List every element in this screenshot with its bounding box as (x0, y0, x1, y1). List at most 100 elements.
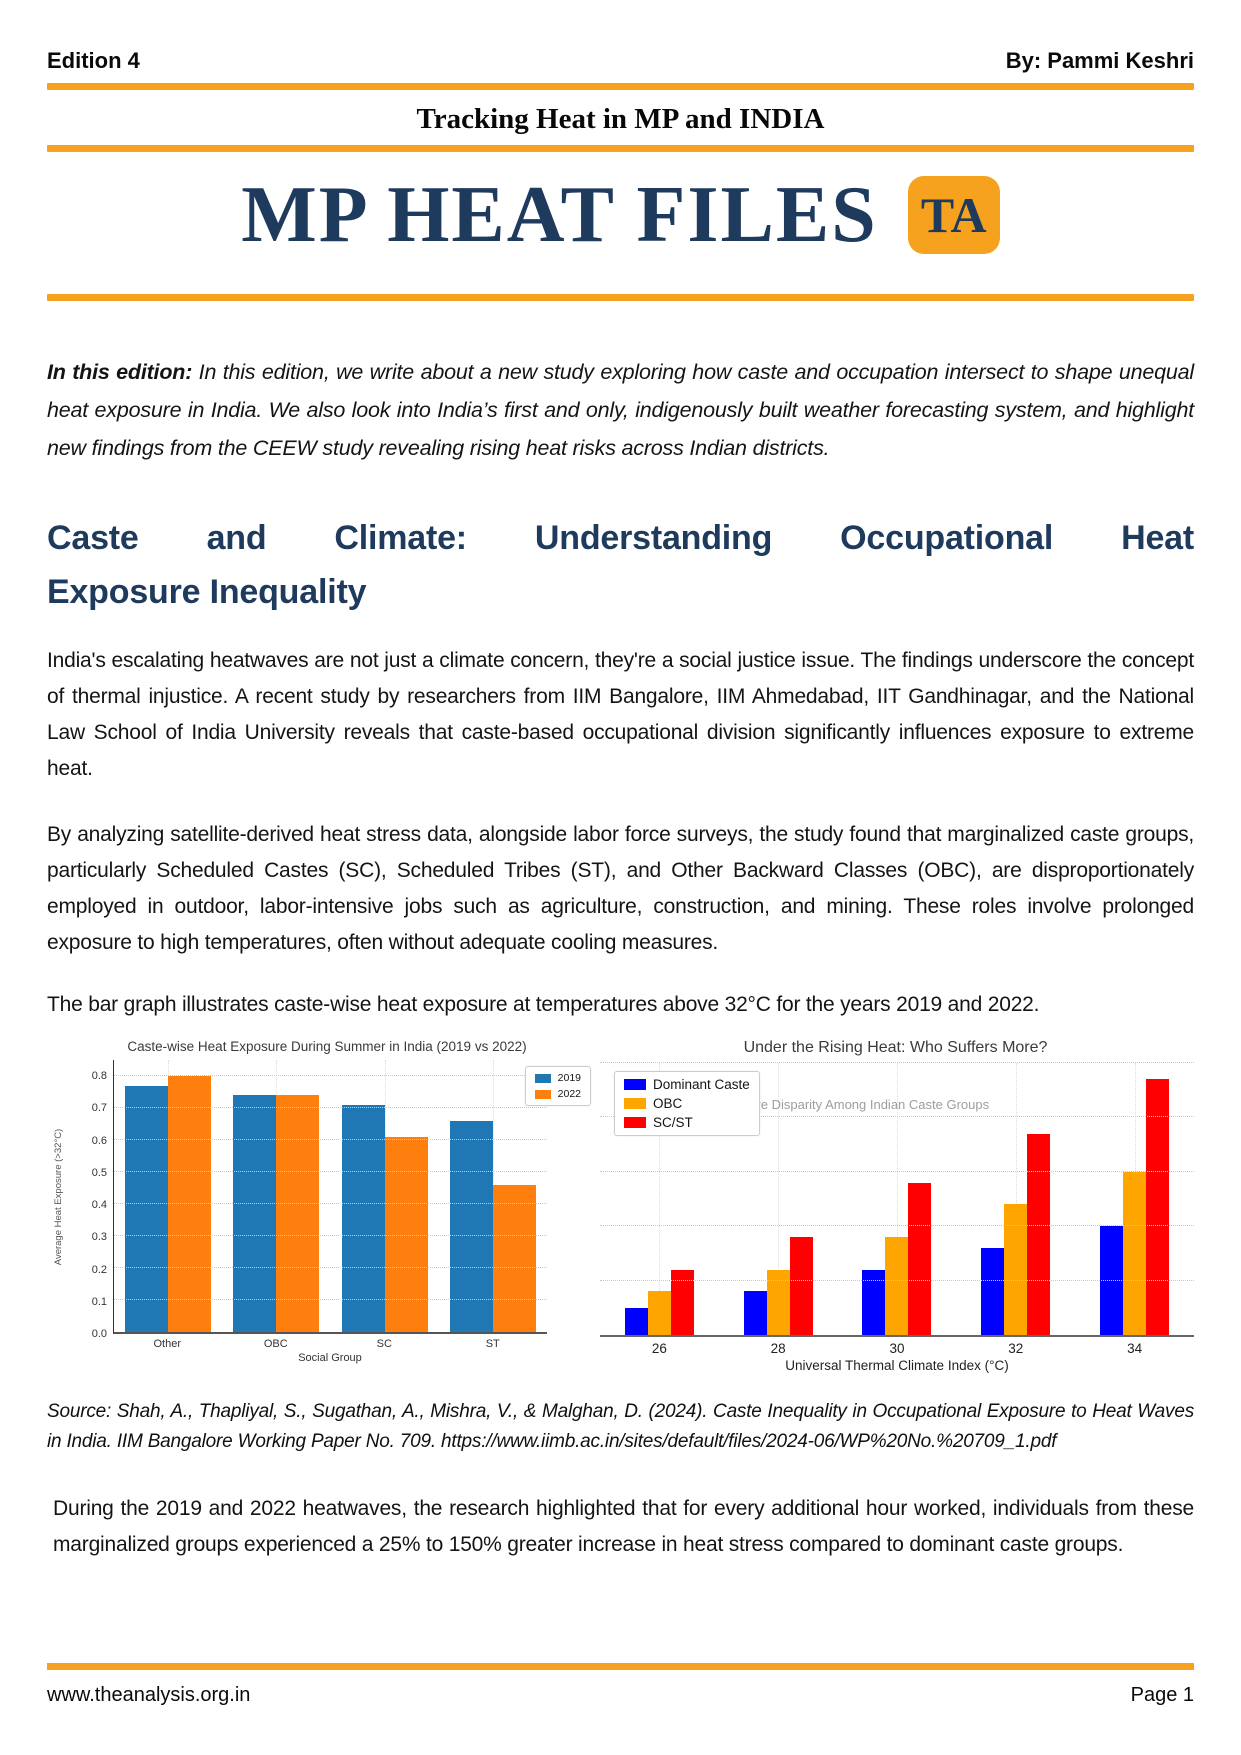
bar-dominant-caste-30 (862, 1269, 886, 1335)
body-paragraph-3: The bar graph illustrates caste-wise hea… (47, 993, 1040, 1016)
divider-rule-top (47, 83, 1194, 90)
x-tick-label: 28 (770, 1341, 786, 1356)
bar-sc-st-28 (789, 1237, 813, 1335)
x-axis: 26 28 30 32 34 (600, 1337, 1194, 1356)
gridline (114, 1235, 547, 1236)
plot-area: Heat Exposure Disparity Among Indian Cas… (600, 1062, 1194, 1337)
legend-label: 2022 (557, 1088, 581, 1100)
bar-group (114, 1060, 222, 1332)
plot-area: 2019 2022 (113, 1060, 591, 1334)
byline: By: Pammi Keshri (1005, 48, 1194, 73)
body-paragraph-1: India's escalating heatwaves are not jus… (47, 649, 1194, 780)
x-tick-label: ST (485, 1338, 500, 1350)
y-tick-label: 0.2 (91, 1263, 107, 1276)
bar-2019-st (449, 1120, 493, 1332)
gridline (600, 1279, 1194, 1281)
legend-swatch-icon (534, 1089, 551, 1099)
footer-rule (47, 1663, 1194, 1670)
masthead-row: MP HEAT FILES TA (47, 164, 1194, 266)
bar-obc-28 (766, 1269, 790, 1335)
legend-swatch-icon (534, 1073, 551, 1083)
tagline: Tracking Heat in MP and INDIA (416, 103, 825, 135)
bar-sc-st-30 (908, 1182, 932, 1335)
x-tick-label: 30 (889, 1341, 905, 1356)
body-paragraph-4: During the 2019 and 2022 heatwaves, the … (53, 1497, 1194, 1556)
y-tick-label: 0.6 (91, 1134, 107, 1147)
legend-entry: SC/ST (624, 1115, 750, 1130)
bar-2022-other (168, 1076, 212, 1332)
gridline (114, 1107, 547, 1108)
bar-sc-st-32 (1027, 1133, 1051, 1335)
gridline (114, 1171, 547, 1172)
legend-entry: 2019 (534, 1072, 581, 1084)
legend-label: 2019 (557, 1072, 581, 1084)
x-axis-label: Universal Thermal Climate Index (°C) (785, 1358, 1009, 1373)
bar-2019-obc (233, 1095, 277, 1332)
bar-group (1075, 1063, 1194, 1335)
intro-text: In this edition, we write about a new st… (47, 360, 1194, 460)
bar-group (838, 1063, 957, 1335)
y-tick-label: 0.4 (91, 1199, 107, 1212)
bar-2019-other (125, 1085, 169, 1332)
legend: Dominant Caste OBC SC/ST (614, 1071, 760, 1136)
bar-dominant-caste-26 (624, 1307, 648, 1335)
legend-label: SC/ST (653, 1115, 693, 1130)
ta-logo: TA (907, 176, 1000, 254)
bar-obc-30 (885, 1237, 909, 1335)
gridline (114, 1299, 547, 1300)
y-tick-label: 0.5 (91, 1166, 107, 1179)
y-tick-label: 0.7 (91, 1102, 107, 1115)
bar-group (956, 1063, 1075, 1335)
bar-2022-st (492, 1184, 536, 1332)
x-tick-label: 34 (1127, 1341, 1143, 1356)
gridline (114, 1267, 547, 1268)
bar-obc-32 (1004, 1204, 1028, 1335)
gridline (600, 1062, 1194, 1063)
legend-swatch-icon (624, 1079, 646, 1090)
y-tick-label: 0.3 (91, 1231, 107, 1244)
bar-obc-34 (1123, 1171, 1147, 1335)
x-tick-label: 26 (651, 1341, 667, 1356)
legend-label: OBC (653, 1096, 683, 1111)
page-header: Edition 4 By: Pammi Keshri (47, 48, 1194, 74)
legend-swatch-icon (624, 1098, 646, 1109)
legend-entry: Dominant Caste (624, 1077, 750, 1092)
x-axis: Other OBC SC ST (113, 1334, 547, 1350)
gridline (114, 1203, 547, 1204)
bar-group (719, 1063, 838, 1335)
gridline (600, 1170, 1194, 1172)
legend-swatch-icon (624, 1117, 646, 1128)
y-axis: 0.0 0.1 0.2 0.3 0.4 0.5 0.6 0.7 0.8 (77, 1060, 113, 1340)
legend: 2019 2022 (524, 1066, 591, 1106)
charts-row: Caste-wise Heat Exposure During Summer i… (47, 1039, 1194, 1373)
edition-label: Edition 4 (47, 48, 140, 73)
divider-rule-tagline (47, 145, 1194, 152)
bar-2022-obc (276, 1095, 320, 1332)
bar-group (439, 1060, 547, 1332)
section-heading-line2: Exposure Inequality (47, 573, 367, 611)
chart-title: Under the Rising Heat: Who Suffers More? (743, 1039, 1048, 1056)
bar-obc-26 (647, 1291, 671, 1335)
chart-utci-disparity: Under the Rising Heat: Who Suffers More?… (547, 1039, 1194, 1373)
chart-caste-heat-exposure: Caste-wise Heat Exposure During Summer i… (47, 1039, 591, 1373)
bar-dominant-caste-28 (743, 1291, 767, 1335)
bar-sc-st-34 (1146, 1079, 1170, 1335)
legend-entry: 2022 (534, 1088, 581, 1100)
y-tick-label: 0.0 (91, 1328, 107, 1340)
intro-paragraph: In this edition: In this edition, we wri… (47, 353, 1194, 467)
divider-rule-masthead (47, 294, 1194, 301)
bar-sc-st-26 (670, 1269, 694, 1335)
gridline (600, 1116, 1194, 1118)
gridline (114, 1075, 547, 1076)
x-tick-label: 32 (1008, 1341, 1024, 1356)
x-tick-label: Other (153, 1338, 181, 1350)
body-paragraph-2: By analyzing satellite-derived heat stre… (47, 823, 1194, 954)
masthead-title: MP HEAT FILES (241, 171, 878, 259)
chart-title: Caste-wise Heat Exposure During Summer i… (127, 1039, 527, 1054)
section-heading-line1: Caste and Climate: Understanding Occupat… (47, 519, 1194, 557)
legend-entry: OBC (624, 1096, 750, 1111)
bar-group (600, 1063, 719, 1335)
bar-group (222, 1060, 330, 1332)
footer-url[interactable]: www.theanalysis.org.in (47, 1684, 251, 1706)
